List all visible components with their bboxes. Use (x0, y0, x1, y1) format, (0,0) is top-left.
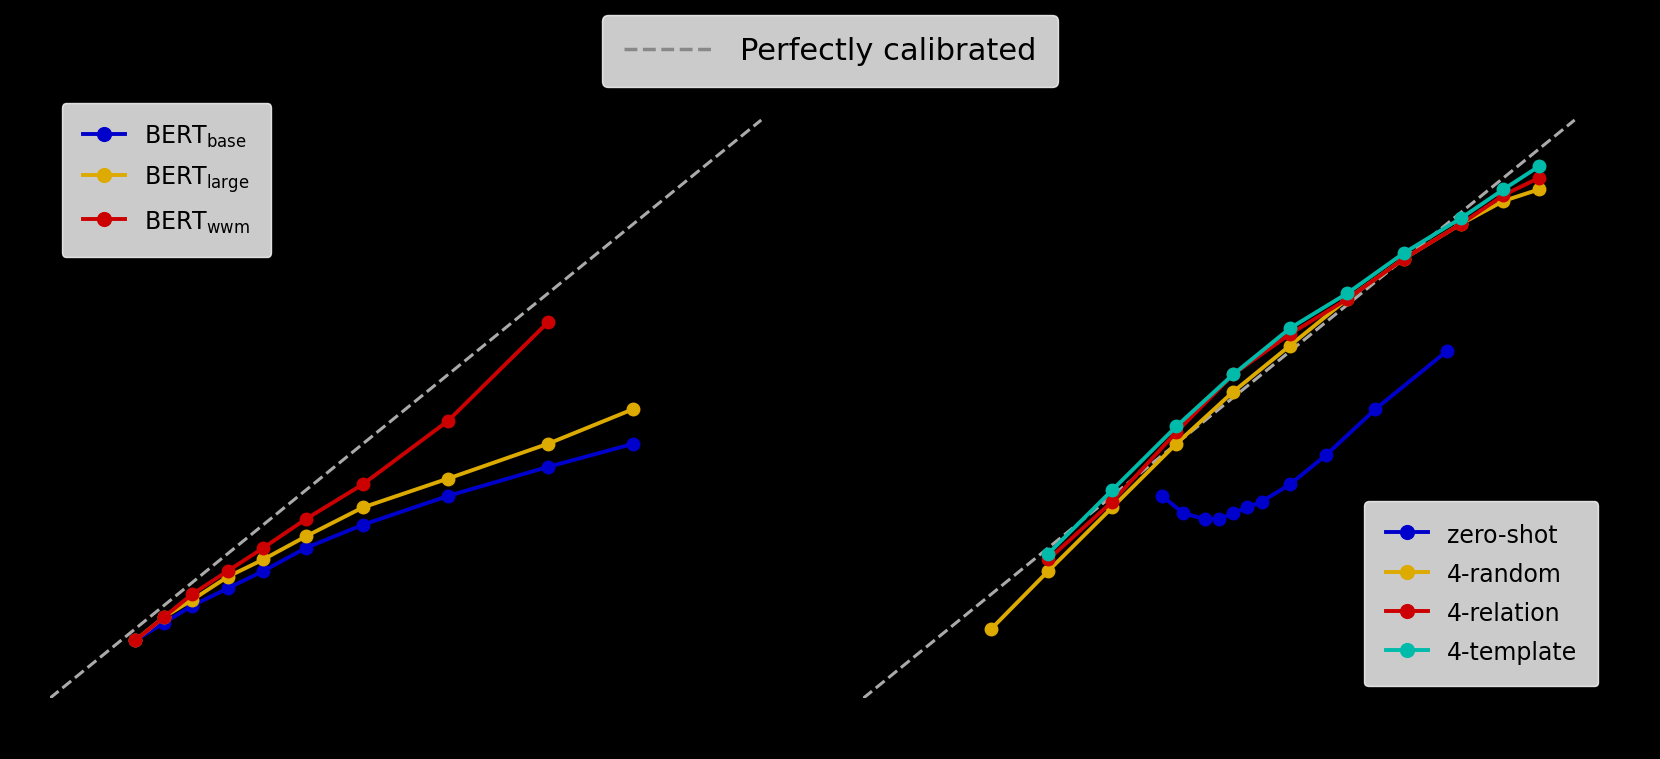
BERT$_{\mathrm{wwm}}$ (154, 613, 174, 622)
Legend: BERT$_{\mathrm{base}}$, BERT$_{\mathrm{large}}$, BERT$_{\mathrm{wwm}}$: BERT$_{\mathrm{base}}$, BERT$_{\mathrm{l… (61, 103, 272, 257)
4-random (981, 625, 1001, 634)
BERT$_{\mathrm{base}}$ (183, 601, 203, 610)
zero-shot (1223, 509, 1243, 518)
4-random (1494, 197, 1514, 206)
Line: 4-relation: 4-relation (1042, 172, 1545, 565)
4-random (1451, 219, 1471, 228)
4-template (1394, 248, 1414, 257)
Line: 4-random: 4-random (984, 183, 1545, 635)
zero-shot (1280, 480, 1300, 489)
Line: 4-template: 4-template (1042, 160, 1545, 560)
zero-shot (1316, 451, 1336, 460)
Legend: Perfectly calibrated: Perfectly calibrated (603, 15, 1057, 87)
4-relation (1529, 173, 1549, 182)
zero-shot (1152, 491, 1172, 500)
BERT$_{\mathrm{large}}$ (154, 613, 174, 622)
BERT$_{\mathrm{large}}$ (538, 439, 558, 449)
BERT$_{\mathrm{base}}$ (538, 462, 558, 471)
4-relation (1038, 555, 1057, 564)
4-template (1223, 370, 1243, 379)
Line: BERT$_{\mathrm{large}}$: BERT$_{\mathrm{large}}$ (129, 403, 639, 647)
4-relation (1451, 219, 1471, 228)
4-relation (1280, 329, 1300, 339)
BERT$_{\mathrm{wwm}}$ (538, 318, 558, 327)
BERT$_{\mathrm{base}}$ (622, 439, 642, 449)
BERT$_{\mathrm{large}}$ (217, 572, 237, 581)
zero-shot (1252, 497, 1272, 506)
4-random (1336, 294, 1356, 304)
BERT$_{\mathrm{base}}$ (154, 619, 174, 628)
4-template (1280, 323, 1300, 332)
4-random (1102, 503, 1122, 512)
BERT$_{\mathrm{base}}$ (254, 566, 274, 575)
zero-shot (1436, 347, 1456, 356)
4-random (1167, 439, 1187, 449)
4-template (1336, 289, 1356, 298)
zero-shot (1195, 515, 1215, 524)
4-relation (1494, 191, 1514, 200)
4-relation (1167, 428, 1187, 437)
BERT$_{\mathrm{base}}$ (354, 520, 374, 529)
BERT$_{\mathrm{large}}$ (354, 503, 374, 512)
4-template (1494, 185, 1514, 194)
BERT$_{\mathrm{wwm}}$ (438, 416, 458, 425)
BERT$_{\mathrm{base}}$ (295, 543, 315, 553)
Line: BERT$_{\mathrm{base}}$: BERT$_{\mathrm{base}}$ (129, 438, 639, 647)
zero-shot (1208, 515, 1228, 524)
BERT$_{\mathrm{base}}$ (217, 584, 237, 593)
BERT$_{\mathrm{large}}$ (295, 532, 315, 541)
BERT$_{\mathrm{wwm}}$ (354, 480, 374, 489)
4-relation (1336, 294, 1356, 304)
zero-shot (1174, 509, 1194, 518)
zero-shot (1237, 503, 1257, 512)
4-relation (1102, 497, 1122, 506)
4-template (1038, 550, 1057, 559)
BERT$_{\mathrm{large}}$ (438, 474, 458, 483)
BERT$_{\mathrm{wwm}}$ (295, 515, 315, 524)
4-template (1102, 486, 1122, 495)
4-random (1223, 387, 1243, 396)
BERT$_{\mathrm{large}}$ (124, 636, 144, 645)
4-random (1038, 566, 1057, 575)
zero-shot (1366, 405, 1386, 414)
BERT$_{\mathrm{wwm}}$ (217, 566, 237, 575)
BERT$_{\mathrm{wwm}}$ (254, 543, 274, 553)
Line: zero-shot: zero-shot (1155, 345, 1452, 525)
4-random (1529, 185, 1549, 194)
4-relation (1223, 370, 1243, 379)
BERT$_{\mathrm{base}}$ (124, 636, 144, 645)
4-random (1280, 341, 1300, 350)
4-relation (1394, 254, 1414, 263)
Legend: zero-shot, 4-random, 4-relation, 4-template: zero-shot, 4-random, 4-relation, 4-templ… (1365, 501, 1599, 686)
BERT$_{\mathrm{large}}$ (254, 555, 274, 564)
4-random (1394, 254, 1414, 263)
4-template (1451, 214, 1471, 223)
BERT$_{\mathrm{large}}$ (622, 405, 642, 414)
4-template (1167, 422, 1187, 431)
BERT$_{\mathrm{wwm}}$ (183, 590, 203, 599)
BERT$_{\mathrm{large}}$ (183, 595, 203, 604)
BERT$_{\mathrm{base}}$ (438, 491, 458, 500)
4-template (1529, 162, 1549, 171)
BERT$_{\mathrm{wwm}}$ (124, 636, 144, 645)
Line: BERT$_{\mathrm{wwm}}$: BERT$_{\mathrm{wwm}}$ (129, 317, 554, 647)
